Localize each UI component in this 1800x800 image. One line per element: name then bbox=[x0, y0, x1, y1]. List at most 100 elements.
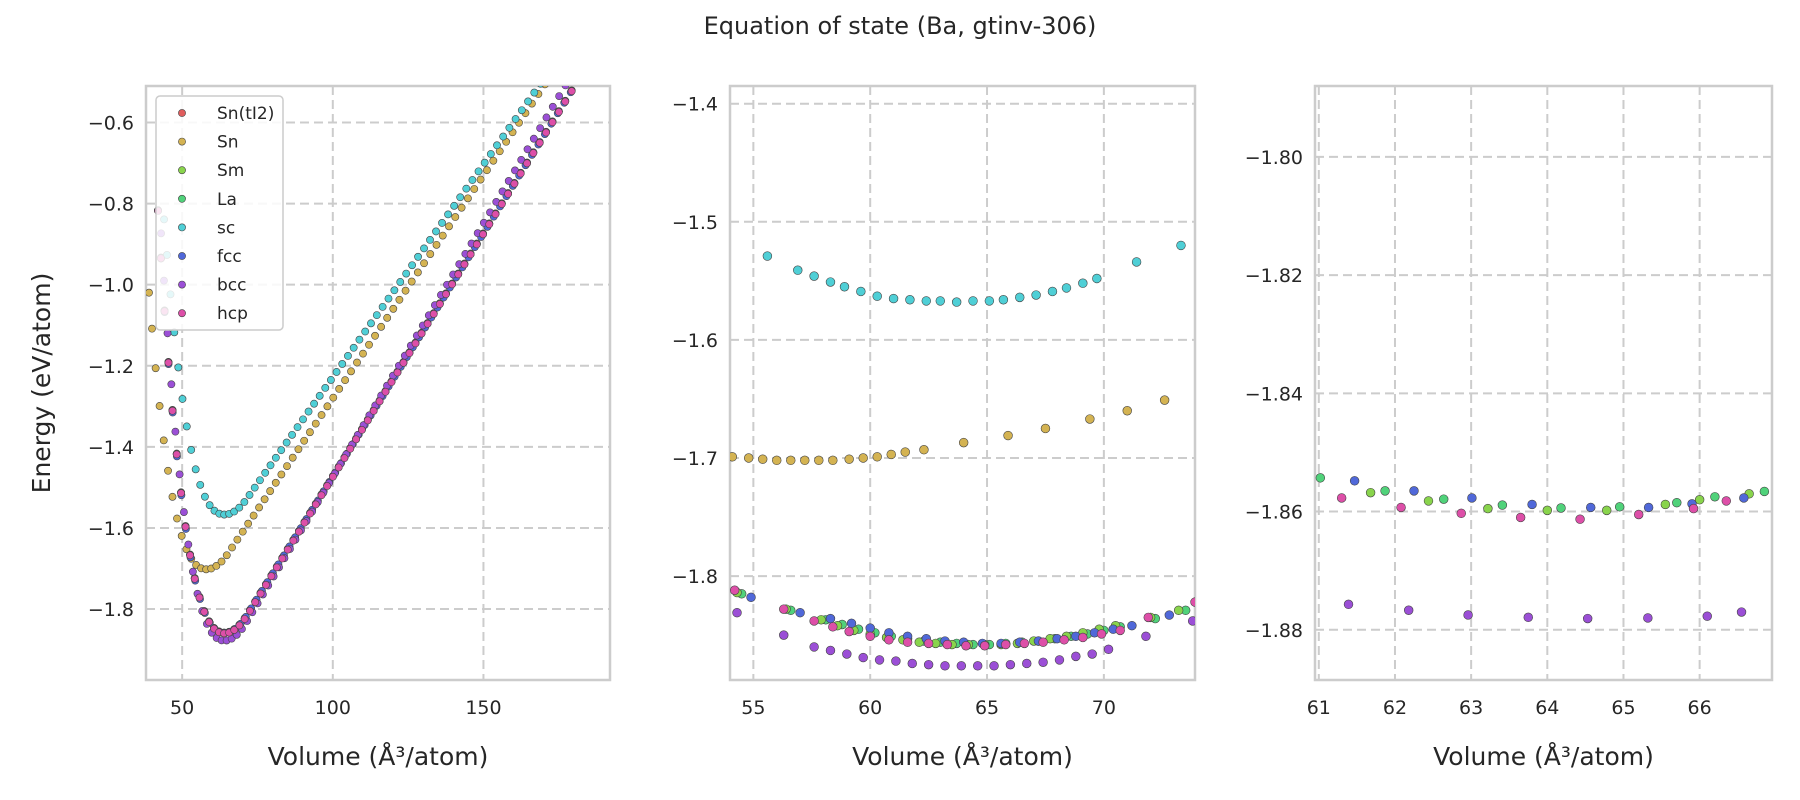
data-point bbox=[230, 626, 239, 634]
plot-area bbox=[1315, 473, 1770, 624]
data-point bbox=[800, 455, 810, 466]
data-point bbox=[825, 645, 836, 656]
data-point bbox=[346, 444, 355, 453]
x-tick-label: 61 bbox=[1307, 697, 1331, 719]
data-point bbox=[888, 293, 899, 304]
legend-marker bbox=[178, 309, 186, 318]
data-point bbox=[504, 189, 512, 198]
data-point bbox=[146, 288, 153, 297]
data-point bbox=[874, 655, 885, 665]
data-point bbox=[396, 278, 405, 286]
data-point bbox=[238, 527, 247, 536]
data-point bbox=[462, 184, 471, 193]
data-point bbox=[786, 455, 796, 466]
series-sn bbox=[146, 0, 607, 574]
data-point bbox=[865, 623, 875, 633]
data-point bbox=[575, 77, 582, 84]
data-point bbox=[240, 615, 249, 623]
data-point bbox=[1001, 639, 1011, 650]
data-point bbox=[529, 134, 538, 143]
data-point bbox=[472, 240, 481, 249]
data-point bbox=[311, 500, 320, 509]
data-point bbox=[190, 574, 199, 583]
data-point bbox=[262, 581, 270, 589]
data-point bbox=[260, 495, 269, 504]
legend-label: Sn(tI2) bbox=[217, 104, 274, 124]
data-point bbox=[1515, 512, 1526, 523]
x-tick-label: 62 bbox=[1383, 697, 1407, 719]
data-point bbox=[923, 638, 934, 649]
data-point bbox=[828, 622, 838, 632]
data-point bbox=[1586, 502, 1596, 513]
panel-zoom-2: 61 62 63 64 65 66 −1.88 −1.86 −1.84 −1.82 −1.80 Vol… bbox=[1245, 84, 1774, 771]
data-point bbox=[329, 393, 338, 402]
data-point bbox=[387, 378, 396, 387]
data-point bbox=[548, 102, 557, 111]
x-tick-label: 65 bbox=[975, 697, 999, 719]
data-point bbox=[809, 271, 819, 281]
data-point bbox=[600, 0, 607, 1]
data-point bbox=[587, 56, 594, 63]
data-point bbox=[483, 166, 491, 175]
data-point bbox=[363, 416, 372, 425]
data-point bbox=[1059, 635, 1069, 645]
data-point bbox=[919, 445, 929, 455]
data-point bbox=[1096, 629, 1107, 639]
data-point bbox=[575, 76, 582, 83]
data-point bbox=[1336, 493, 1347, 503]
data-point bbox=[395, 295, 404, 304]
data-point bbox=[174, 363, 183, 372]
data-point bbox=[1164, 610, 1174, 620]
data-point bbox=[195, 593, 204, 602]
data-point bbox=[486, 150, 495, 158]
data-point bbox=[450, 201, 459, 210]
series-sc bbox=[762, 240, 1186, 307]
data-point bbox=[574, 78, 581, 85]
data-point bbox=[249, 511, 258, 520]
data-point bbox=[858, 453, 868, 463]
data-point bbox=[587, 56, 594, 63]
data-point bbox=[979, 641, 990, 651]
data-point bbox=[1131, 257, 1142, 267]
data-point bbox=[168, 406, 177, 415]
series-hcp bbox=[730, 585, 1195, 651]
data-point bbox=[306, 509, 315, 518]
data-point bbox=[561, 52, 568, 59]
data-point bbox=[844, 454, 854, 464]
data-point bbox=[809, 642, 819, 652]
data-point bbox=[581, 23, 588, 30]
data-point bbox=[809, 616, 819, 626]
plot-area bbox=[730, 240, 1195, 671]
x-tick-label: 65 bbox=[1611, 697, 1635, 719]
data-point bbox=[187, 446, 196, 454]
data-point bbox=[175, 470, 184, 479]
data-point bbox=[1467, 493, 1477, 503]
data-point bbox=[184, 540, 193, 549]
data-point bbox=[795, 607, 805, 618]
data-point bbox=[1103, 644, 1114, 654]
data-point bbox=[171, 427, 180, 436]
y-tick-label: −1.8 bbox=[88, 599, 134, 621]
data-point bbox=[393, 368, 402, 377]
data-point bbox=[417, 329, 426, 338]
data-point bbox=[1143, 612, 1153, 623]
data-point bbox=[457, 203, 466, 212]
legend-box bbox=[155, 95, 284, 331]
data-point bbox=[178, 395, 187, 403]
data-point bbox=[574, 32, 581, 39]
data-point bbox=[432, 240, 441, 249]
data-point bbox=[1423, 496, 1434, 506]
y-tick-label: −1.84 bbox=[1245, 383, 1303, 405]
data-point bbox=[266, 461, 275, 470]
data-point bbox=[317, 491, 326, 500]
legend-marker bbox=[178, 109, 186, 117]
data-point bbox=[288, 430, 296, 439]
y-tick-label: −1.82 bbox=[1245, 265, 1303, 287]
data-point bbox=[485, 220, 494, 229]
y-tick-label: −1.5 bbox=[672, 212, 718, 234]
data-point bbox=[201, 492, 209, 501]
data-point bbox=[1003, 430, 1013, 441]
data-point bbox=[581, 18, 588, 25]
data-point bbox=[235, 621, 244, 630]
data-point bbox=[177, 531, 186, 540]
